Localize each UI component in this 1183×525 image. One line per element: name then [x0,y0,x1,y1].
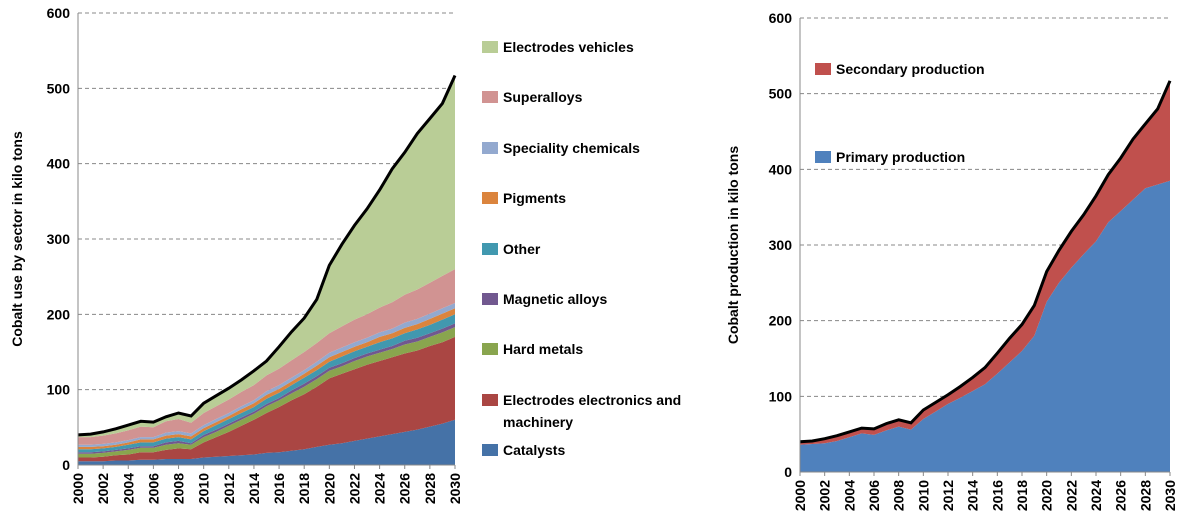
x-tick-label: 2014 [246,473,262,504]
legend-label: Secondary production [836,61,985,77]
x-tick-label: 2002 [95,473,111,504]
x-tick-label: 2022 [1063,480,1079,511]
legend-label: Catalysts [503,442,566,459]
legend-label: Electrodes vehicles [503,39,634,55]
y-tick-label: 200 [47,306,71,322]
x-tick-label: 2000 [70,473,86,504]
area [78,323,455,454]
x-tick-label: 2024 [1088,480,1104,511]
y-tick-label: 300 [47,231,71,247]
y-axis-label: Cobalt production in kilo tons [725,146,741,345]
total-line [799,80,1172,444]
x-tick-label: 2002 [817,480,833,511]
legend-swatch [482,192,498,205]
y-tick-label: 400 [47,156,71,172]
area [800,80,1170,445]
legend-label: Pigments [503,190,567,207]
x-tick-label: 2022 [346,473,362,504]
x-tick-label: 2020 [321,473,337,504]
x-tick-label: 2018 [296,473,312,504]
y-tick-label: 600 [47,5,71,21]
y-tick-label: 500 [769,86,793,102]
legend-swatch [482,41,498,53]
x-tick-label: 2030 [447,473,463,504]
y-axis-label: Cobalt use by sector in kilo tons [9,131,25,347]
legend-swatch [482,141,498,154]
x-tick-label: 2028 [1137,480,1153,511]
legend-swatch [482,91,498,104]
legend-label: Speciality chemicals [503,139,640,156]
x-tick-label: 2000 [792,480,808,511]
x-tick-label: 2028 [422,473,438,504]
x-tick-label: 2026 [397,473,413,504]
legend-item: Primary production [815,146,1036,168]
legend-swatch [482,343,498,356]
y-tick-label: 100 [769,388,793,404]
area [78,327,455,458]
x-tick-label: 2010 [915,480,931,511]
legend-label: Hard metals [503,341,584,358]
y-tick-label: 400 [769,161,793,177]
x-tick-label: 2014 [965,480,981,511]
x-tick-label: 2024 [372,473,388,504]
y-tick-label: 0 [62,457,70,473]
x-tick-label: 2010 [196,473,212,504]
x-tick-label: 2006 [145,473,161,504]
x-tick-label: 2020 [1039,480,1055,511]
x-tick-label: 2008 [891,480,907,511]
legend-swatch [482,393,498,406]
legend-label: Electrodes electronics and machinery [503,391,682,430]
legend-item: Hard metals [482,338,703,360]
legend-item: Other [482,238,703,260]
x-tick-label: 2026 [1113,480,1129,511]
legend-item: Magnetic alloys [482,288,703,310]
y-tick-label: 300 [769,237,793,253]
y-tick-label: 600 [769,10,793,26]
x-tick-label: 2018 [1014,480,1030,511]
area [78,419,455,465]
x-tick-label: 2004 [841,480,857,511]
total-line [77,74,457,437]
legend-label: Superalloys [503,89,583,106]
x-tick-label: 2004 [120,473,136,504]
x-tick-label: 2012 [221,473,237,504]
legend-label: Other [503,240,541,257]
legend-item: Secondary production [815,58,1036,80]
legend-swatch [482,293,498,305]
legend-item: Speciality chemicals [482,137,703,159]
legend-swatch [815,63,831,75]
area [800,180,1170,472]
x-tick-label: 2012 [940,480,956,511]
x-tick-label: 2016 [271,473,287,504]
legend-swatch [482,444,498,457]
legend-item: Superalloys [482,86,703,108]
y-tick-label: 100 [47,382,71,398]
legend-label: Magnetic alloys [503,291,608,307]
x-tick-label: 2016 [989,480,1005,511]
legend-swatch [482,242,498,255]
x-tick-label: 2006 [866,480,882,511]
area [78,336,455,462]
legend-swatch [815,151,831,163]
x-tick-label: 2030 [1162,480,1178,511]
legend-item: Pigments [482,187,703,209]
y-tick-label: 0 [784,464,792,480]
legend-label: Primary production [836,149,966,165]
legend-item: Electrodes vehicles [482,36,703,58]
y-tick-label: 500 [47,80,71,96]
x-tick-label: 2008 [171,473,187,504]
legend-item: Catalysts [482,439,703,461]
legend-item: Electrodes electronics and machinery [482,389,703,433]
y-tick-label: 200 [769,313,793,329]
area [78,75,455,438]
